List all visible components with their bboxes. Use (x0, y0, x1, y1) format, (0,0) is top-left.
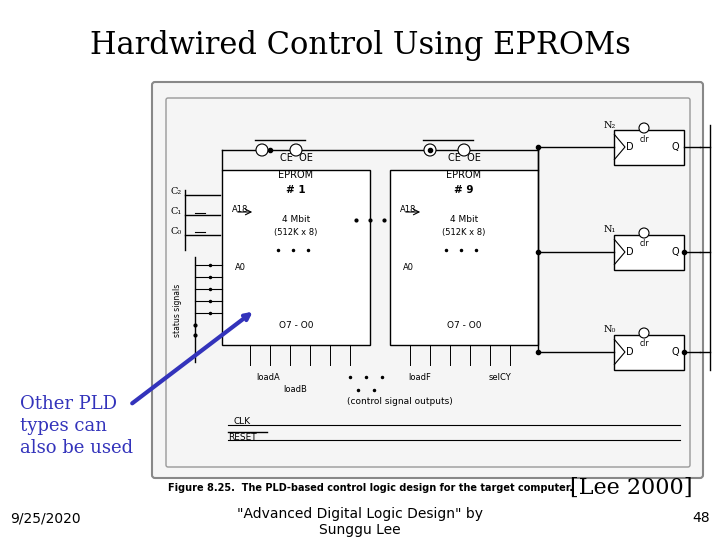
Circle shape (256, 144, 268, 156)
Text: N₁: N₁ (604, 226, 616, 234)
Text: CLK: CLK (233, 417, 250, 427)
Text: clr: clr (639, 240, 649, 248)
Bar (222, 170, 370, 345)
Text: C₁: C₁ (171, 207, 182, 217)
Text: clr: clr (639, 340, 649, 348)
Text: (512K x 8): (512K x 8) (442, 228, 486, 238)
Text: D: D (626, 347, 634, 357)
Circle shape (290, 144, 302, 156)
Text: CE  OE: CE OE (448, 153, 480, 163)
Text: 4 Mbit: 4 Mbit (450, 215, 478, 225)
Text: # 1: # 1 (286, 185, 306, 195)
Circle shape (458, 144, 470, 156)
Text: A18: A18 (400, 206, 416, 214)
Bar (614, 235, 684, 270)
Text: A0: A0 (402, 262, 413, 272)
Circle shape (639, 328, 649, 338)
Text: Q: Q (671, 142, 679, 152)
Text: [Lee 2000]: [Lee 2000] (570, 477, 692, 499)
Text: Q: Q (671, 347, 679, 357)
Text: # 9: # 9 (454, 185, 474, 195)
Text: C₀: C₀ (171, 227, 182, 237)
Bar (614, 130, 684, 165)
Text: "Advanced Digital Logic Design" by
Sunggu Lee: "Advanced Digital Logic Design" by Sungg… (237, 507, 483, 537)
Circle shape (424, 144, 436, 156)
Text: EPROM: EPROM (446, 170, 482, 180)
Text: 48: 48 (693, 511, 710, 525)
Text: N₀: N₀ (604, 326, 616, 334)
Text: clr: clr (639, 136, 649, 145)
Text: loadF: loadF (408, 373, 431, 381)
Circle shape (639, 228, 649, 238)
Text: O7 - O0: O7 - O0 (279, 321, 313, 329)
Text: (control signal outputs): (control signal outputs) (347, 397, 453, 407)
Text: Q: Q (671, 247, 679, 257)
Text: D: D (626, 247, 634, 257)
Text: N₂: N₂ (604, 120, 616, 130)
Text: RESET: RESET (228, 433, 256, 442)
Text: A0: A0 (235, 262, 246, 272)
Text: Hardwired Control Using EPROMs: Hardwired Control Using EPROMs (89, 30, 631, 61)
Bar (614, 335, 684, 370)
Circle shape (639, 123, 649, 133)
Text: D: D (626, 142, 634, 152)
Bar (390, 170, 538, 345)
Text: loadB: loadB (283, 386, 307, 395)
Text: 9/25/2020: 9/25/2020 (10, 511, 81, 525)
Text: Figure 8.25.  The PLD-based control logic design for the target computer.: Figure 8.25. The PLD-based control logic… (168, 483, 572, 493)
FancyBboxPatch shape (152, 82, 703, 478)
Text: A18: A18 (232, 206, 248, 214)
Text: 4 Mbit: 4 Mbit (282, 215, 310, 225)
Text: status signals: status signals (174, 284, 182, 336)
Text: O7 - O0: O7 - O0 (446, 321, 481, 329)
Text: (512K x 8): (512K x 8) (274, 228, 318, 238)
Text: loadA: loadA (256, 373, 280, 381)
Text: EPROM: EPROM (279, 170, 314, 180)
Text: Other PLD
types can
also be used: Other PLD types can also be used (20, 395, 133, 457)
Text: C₂: C₂ (171, 187, 182, 197)
Text: CE  OE: CE OE (279, 153, 312, 163)
Text: selCY: selCY (489, 373, 511, 381)
